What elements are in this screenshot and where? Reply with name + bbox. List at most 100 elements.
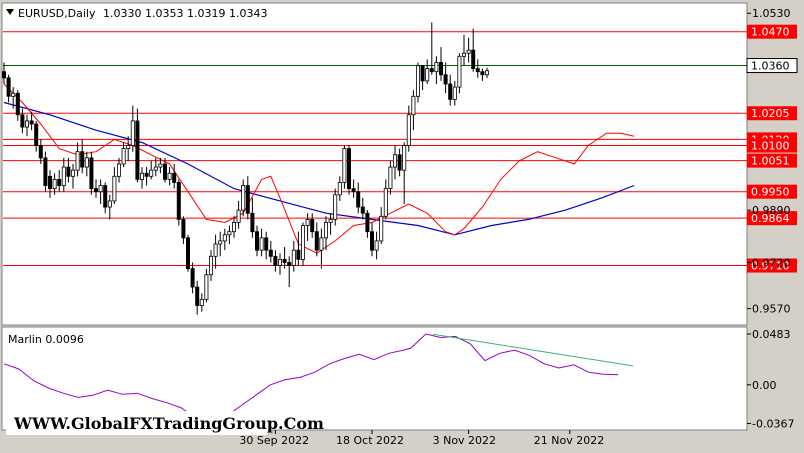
candle[interactable] [379, 207, 384, 244]
candle[interactable] [61, 157, 66, 192]
candle[interactable] [80, 139, 85, 174]
candle[interactable] [89, 151, 94, 195]
candle[interactable] [452, 80, 457, 106]
candle[interactable] [397, 148, 402, 177]
candle[interactable] [365, 210, 370, 238]
candle[interactable] [356, 182, 361, 214]
candle[interactable] [383, 179, 388, 220]
candle[interactable] [231, 216, 236, 238]
candle[interactable] [149, 160, 154, 180]
candle[interactable] [415, 62, 420, 103]
candle[interactable] [158, 157, 163, 174]
candle[interactable] [457, 53, 462, 94]
candle[interactable] [126, 136, 131, 161]
candle[interactable] [310, 213, 315, 238]
candle[interactable] [471, 28, 476, 72]
candle[interactable] [420, 65, 425, 91]
candle[interactable] [328, 213, 333, 235]
candle[interactable] [374, 231, 379, 260]
candle[interactable] [245, 176, 250, 220]
candle[interactable] [323, 216, 328, 251]
candle[interactable] [199, 293, 204, 312]
candle[interactable] [300, 222, 305, 266]
candle[interactable] [425, 59, 430, 84]
candle[interactable] [153, 157, 158, 177]
candle[interactable] [351, 179, 356, 198]
candle[interactable] [208, 250, 213, 281]
candle[interactable] [480, 68, 485, 81]
candle[interactable] [360, 197, 365, 220]
candle[interactable] [57, 170, 62, 192]
dropdown-triangle-icon[interactable] [6, 9, 14, 15]
candle[interactable] [144, 167, 149, 186]
candle[interactable] [254, 225, 259, 257]
candle[interactable] [333, 188, 338, 226]
candle[interactable] [190, 262, 195, 294]
candle[interactable] [443, 62, 448, 94]
candle[interactable] [213, 234, 218, 269]
candle[interactable] [34, 120, 39, 152]
candle[interactable] [406, 105, 411, 152]
candle[interactable] [227, 225, 232, 244]
candle[interactable] [314, 222, 319, 257]
candle[interactable] [103, 182, 108, 214]
candle[interactable] [466, 37, 471, 63]
candle[interactable] [52, 173, 57, 195]
candle[interactable] [24, 114, 29, 137]
candle[interactable] [107, 194, 112, 220]
candle[interactable] [282, 247, 287, 269]
candle[interactable] [222, 228, 227, 251]
candle[interactable] [291, 240, 296, 272]
candle[interactable] [11, 87, 16, 109]
candle[interactable] [135, 108, 140, 183]
candle[interactable] [448, 74, 453, 106]
candle[interactable] [71, 164, 76, 189]
candle[interactable] [195, 280, 200, 315]
candle[interactable] [461, 34, 466, 66]
candle[interactable] [411, 90, 416, 131]
candle[interactable] [204, 268, 209, 303]
candle[interactable] [402, 142, 407, 204]
candle[interactable] [29, 111, 34, 131]
candle[interactable] [176, 179, 181, 226]
candle[interactable] [250, 197, 255, 238]
candle[interactable] [167, 167, 172, 186]
candle[interactable] [236, 200, 241, 229]
candle[interactable] [434, 56, 439, 84]
candle[interactable] [112, 167, 117, 204]
candle[interactable] [388, 160, 393, 195]
candle[interactable] [475, 59, 480, 78]
candle[interactable] [218, 231, 223, 257]
candle[interactable] [130, 105, 135, 152]
candle[interactable] [162, 157, 167, 183]
candle[interactable] [429, 22, 434, 75]
candle[interactable] [438, 47, 443, 81]
candle[interactable] [241, 179, 246, 217]
candle[interactable] [181, 216, 186, 244]
candle[interactable] [117, 157, 122, 183]
candle[interactable] [259, 228, 264, 257]
candle[interactable] [38, 139, 43, 164]
candle[interactable] [369, 222, 374, 257]
candle[interactable] [305, 213, 310, 241]
candle[interactable] [139, 167, 144, 189]
candle[interactable] [94, 179, 99, 198]
candle[interactable] [6, 74, 11, 103]
candle[interactable] [296, 231, 301, 266]
price-panel[interactable] [1, 2, 748, 326]
candle[interactable] [392, 145, 397, 180]
candle[interactable] [484, 67, 489, 79]
candle[interactable] [2, 62, 7, 84]
candle[interactable] [98, 179, 103, 204]
candle[interactable] [48, 170, 53, 198]
candle[interactable] [273, 250, 278, 272]
candle[interactable] [337, 176, 342, 201]
candle[interactable] [43, 151, 48, 192]
divergence-trendline[interactable] [433, 333, 634, 367]
candle[interactable] [264, 231, 269, 260]
candle[interactable] [15, 90, 20, 121]
candle[interactable] [172, 164, 177, 189]
candle[interactable] [75, 142, 80, 177]
candle[interactable] [268, 240, 273, 263]
candle[interactable] [20, 108, 25, 134]
